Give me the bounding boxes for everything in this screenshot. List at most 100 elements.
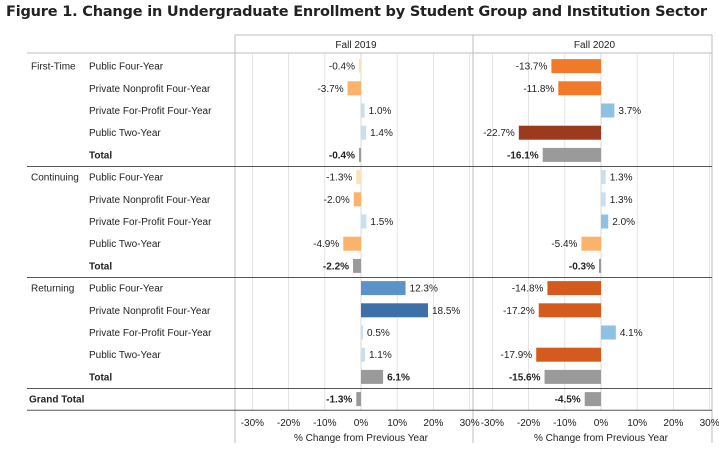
bar xyxy=(361,347,365,362)
data-label: -0.4% xyxy=(329,62,355,73)
bar xyxy=(353,258,361,273)
sector-label: Public Two-Year xyxy=(89,239,161,250)
bar xyxy=(361,103,365,118)
sector-label: Public Four-Year xyxy=(89,284,164,295)
bar xyxy=(601,325,616,340)
tick-label: 30% xyxy=(460,418,480,429)
bar xyxy=(601,192,606,207)
data-label: -2.0% xyxy=(324,195,350,206)
data-label: -0.4% xyxy=(329,150,355,161)
group-label: First-Time xyxy=(31,62,76,73)
bar xyxy=(581,236,601,251)
sector-label: Private For-Profit Four-Year xyxy=(89,106,212,117)
data-label: 18.5% xyxy=(432,306,460,317)
bar xyxy=(518,125,601,140)
data-label: 1.3% xyxy=(610,195,633,206)
data-label: 12.3% xyxy=(410,284,438,295)
data-label: 1.0% xyxy=(369,106,392,117)
bar xyxy=(544,369,601,384)
tick-label: -10% xyxy=(313,418,336,429)
bar xyxy=(601,103,615,118)
sector-label: Public Four-Year xyxy=(89,62,164,73)
sector-label: Public Four-Year xyxy=(89,173,164,184)
data-label: -0.3% xyxy=(569,261,595,272)
axis-label: % Change from Previous Year xyxy=(534,433,669,444)
tick-label: 0% xyxy=(594,418,609,429)
group-label: Returning xyxy=(31,284,74,295)
data-label: 4.1% xyxy=(620,328,643,339)
tick-label: -30% xyxy=(481,418,504,429)
bar xyxy=(359,59,361,74)
sector-label: Private Nonprofit Four-Year xyxy=(89,306,211,317)
bar xyxy=(361,125,367,140)
data-label: -1.3% xyxy=(326,395,352,406)
sector-label: Public Two-Year xyxy=(89,350,161,361)
tick-label: -30% xyxy=(241,418,264,429)
tick-label: -20% xyxy=(517,418,540,429)
tick-label: 10% xyxy=(387,418,407,429)
tick-label: -10% xyxy=(553,418,576,429)
bar xyxy=(359,147,361,162)
data-label: 1.1% xyxy=(369,350,392,361)
bar xyxy=(356,392,361,407)
data-label: -17.9% xyxy=(501,350,533,361)
bar xyxy=(584,392,601,407)
sector-label: Public Two-Year xyxy=(89,128,161,139)
bar xyxy=(551,59,601,74)
bar xyxy=(547,281,601,296)
bar xyxy=(542,147,601,162)
bar xyxy=(353,192,361,207)
data-label: -22.7% xyxy=(483,128,515,139)
bar xyxy=(356,170,361,185)
panel-header: Fall 2020 xyxy=(574,40,616,51)
group-label: Grand Total xyxy=(29,395,85,406)
group-label: Continuing xyxy=(31,173,79,184)
tick-label: 10% xyxy=(627,418,647,429)
data-label: -2.2% xyxy=(323,261,349,272)
bar xyxy=(361,214,367,229)
axis-label: % Change from Previous Year xyxy=(294,433,429,444)
bar xyxy=(599,258,601,273)
data-label: -1.3% xyxy=(326,173,352,184)
bar xyxy=(558,81,601,96)
bar xyxy=(343,236,361,251)
data-label: -15.6% xyxy=(509,372,541,383)
sector-label: Private For-Profit Four-Year xyxy=(89,328,212,339)
data-label: -3.7% xyxy=(317,84,343,95)
data-label: -13.7% xyxy=(516,62,548,73)
data-label: -17.2% xyxy=(503,306,535,317)
data-label: -4.9% xyxy=(313,239,339,250)
tick-label: 0% xyxy=(354,418,369,429)
bar xyxy=(347,81,361,96)
data-label: 3.7% xyxy=(618,106,641,117)
bar xyxy=(361,303,428,318)
data-label: 1.4% xyxy=(370,128,393,139)
sector-label: Private Nonprofit Four-Year xyxy=(89,195,211,206)
total-label: Total xyxy=(89,150,112,161)
data-label: -14.8% xyxy=(512,284,544,295)
figure-title: Figure 1. Change in Undergraduate Enroll… xyxy=(6,4,707,20)
bar xyxy=(601,170,606,185)
tick-label: -20% xyxy=(277,418,300,429)
bar xyxy=(538,303,601,318)
data-label: -4.5% xyxy=(555,395,581,406)
sector-label: Private For-Profit Four-Year xyxy=(89,217,212,228)
tick-label: 20% xyxy=(663,418,683,429)
bar xyxy=(361,325,363,340)
bar xyxy=(361,281,406,296)
total-label: Total xyxy=(89,261,112,272)
panel-header: Fall 2019 xyxy=(335,40,377,51)
data-label: 1.5% xyxy=(370,217,393,228)
data-label: -11.8% xyxy=(523,84,554,95)
bar xyxy=(536,347,601,362)
bar xyxy=(361,369,384,384)
sector-label: Private Nonprofit Four-Year xyxy=(89,84,211,95)
data-label: -16.1% xyxy=(507,150,539,161)
tick-label: 30% xyxy=(700,418,719,429)
data-label: -5.4% xyxy=(551,239,577,250)
total-label: Total xyxy=(89,372,112,383)
bar xyxy=(601,214,609,229)
data-label: 6.1% xyxy=(387,372,410,383)
tick-label: 20% xyxy=(423,418,443,429)
